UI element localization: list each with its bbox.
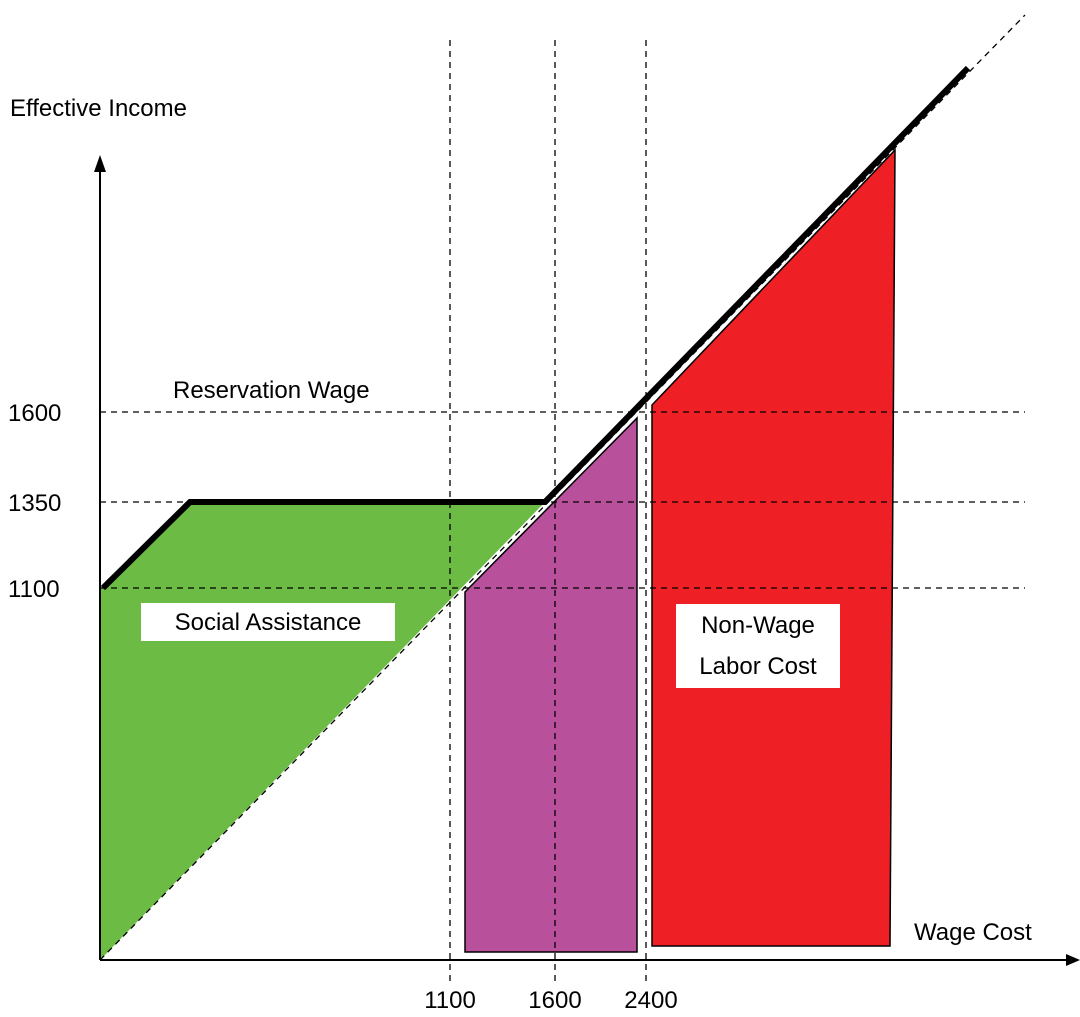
y-tick-label: 1350 bbox=[8, 490, 61, 517]
region-label: Social Assistance bbox=[175, 609, 362, 636]
y-tick-label: 1100 bbox=[8, 576, 60, 603]
x-tick-label: 2400 bbox=[624, 987, 677, 1014]
non-wage-labor-cost-area bbox=[651, 148, 896, 947]
y-axis-label: Effective Income bbox=[10, 95, 187, 122]
y-tick-label: 1600 bbox=[8, 400, 61, 427]
x-axis-label: Wage Cost bbox=[914, 919, 1032, 946]
label-box bbox=[676, 604, 840, 688]
region-label: Labor Cost bbox=[699, 653, 817, 680]
x-tick-label: 1600 bbox=[528, 987, 581, 1014]
income-line bbox=[100, 65, 971, 591]
purple-area bbox=[464, 416, 638, 953]
y-arrow bbox=[94, 155, 106, 172]
reservation-wage-label: Reservation Wage bbox=[173, 377, 370, 404]
x-tick-label: 1100 bbox=[424, 987, 476, 1014]
label-box bbox=[141, 603, 395, 641]
region-label: Non-Wage bbox=[701, 612, 815, 639]
x-arrow bbox=[1066, 954, 1080, 966]
